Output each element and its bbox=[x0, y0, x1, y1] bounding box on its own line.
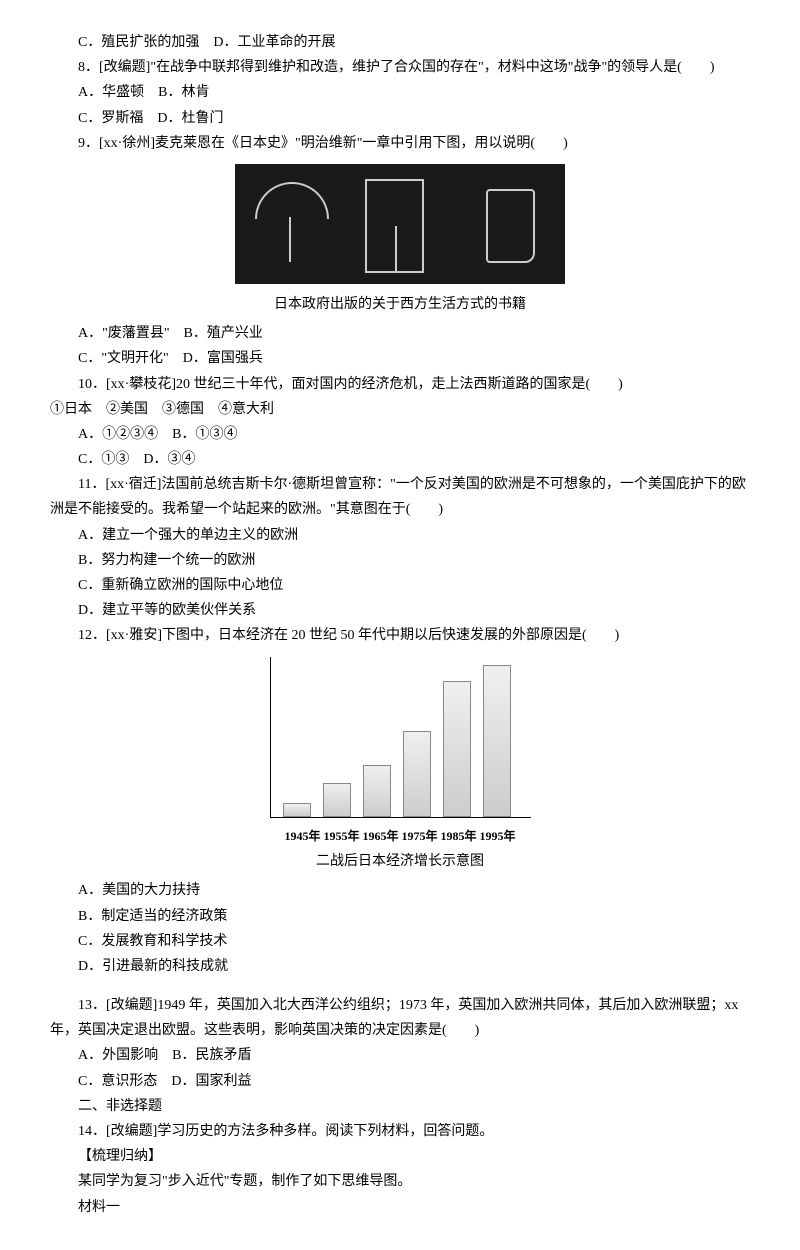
q9-figure bbox=[235, 164, 565, 284]
q11-option-a: A．建立一个强大的单边主义的欧洲 bbox=[50, 523, 750, 548]
q11-stem: 11．[xx·宿迁]法国前总统吉斯卡尔·德斯坦曾宣称："一个反对美国的欧洲是不可… bbox=[50, 472, 750, 522]
umbrella-icon bbox=[255, 182, 325, 262]
q13-option-ab: A．外国影响 B．民族矛盾 bbox=[50, 1043, 750, 1068]
q12-chart bbox=[270, 657, 531, 818]
q8-stem: 8．[改编题]"在战争中联邦得到维护和改造，维护了合众国的存在"，材料中这场"战… bbox=[50, 55, 750, 80]
q13-stem: 13．[改编题]1949 年，英国加入北大西洋公约组织；1973 年，英国加入欧… bbox=[50, 993, 750, 1043]
chart-bar bbox=[283, 803, 311, 816]
q9-option-ab: A．"废藩置县" B．殖产兴业 bbox=[50, 321, 750, 346]
q12-option-d: D．引进最新的科技成就 bbox=[50, 954, 750, 979]
q13-option-cd: C．意识形态 D．国家利益 bbox=[50, 1069, 750, 1094]
q12-xaxis: 1945年 1955年 1965年 1975年 1985年 1995年 bbox=[50, 826, 750, 848]
q7-option-cd: C．殖民扩张的加强 D．工业革命的开展 bbox=[50, 30, 750, 55]
q9-caption: 日本政府出版的关于西方生活方式的书籍 bbox=[50, 292, 750, 317]
q12-stem: 12．[xx·雅安]下图中，日本经济在 20 世纪 50 年代中期以后快速发展的… bbox=[50, 623, 750, 648]
q14-sub3: 材料一 bbox=[50, 1195, 750, 1220]
q12-option-b: B．制定适当的经济政策 bbox=[50, 904, 750, 929]
q8-option-cd: C．罗斯福 D．杜鲁门 bbox=[50, 106, 750, 131]
chart-bar bbox=[403, 731, 431, 816]
q10-stem: 10．[xx·攀枝花]20 世纪三十年代，面对国内的经济危机，走上法西斯道路的国… bbox=[50, 372, 750, 397]
q11-option-d: D．建立平等的欧美伙伴关系 bbox=[50, 598, 750, 623]
q9-option-cd: C．"文明开化" D．富国强兵 bbox=[50, 346, 750, 371]
q10-option-cd: C．①③ D．③④ bbox=[50, 447, 750, 472]
q11-option-c: C．重新确立欧洲的国际中心地位 bbox=[50, 573, 750, 598]
q12-option-a: A．美国的大力扶持 bbox=[50, 878, 750, 903]
boot-icon bbox=[486, 189, 535, 263]
q14-sub1: 【梳理归纳】 bbox=[50, 1144, 750, 1169]
pants-icon bbox=[365, 179, 424, 273]
chart-bar bbox=[483, 665, 511, 817]
q12-option-c: C．发展教育和科学技术 bbox=[50, 929, 750, 954]
chart-bar bbox=[363, 765, 391, 817]
chart-bar bbox=[323, 783, 351, 816]
q10-choices: ①日本 ②美国 ③德国 ④意大利 bbox=[50, 397, 750, 422]
q8-option-ab: A．华盛顿 B．林肯 bbox=[50, 80, 750, 105]
section2-heading: 二、非选择题 bbox=[50, 1094, 750, 1119]
q14-sub2: 某同学为复习"步入近代"专题，制作了如下思维导图。 bbox=[50, 1169, 750, 1194]
q11-option-b: B．努力构建一个统一的欧洲 bbox=[50, 548, 750, 573]
q9-stem: 9．[xx·徐州]麦克莱恩在《日本史》"明治维新"一章中引用下图，用以说明( ) bbox=[50, 131, 750, 156]
q12-caption: 二战后日本经济增长示意图 bbox=[50, 849, 750, 874]
chart-bar bbox=[443, 681, 471, 816]
q10-option-ab: A．①②③④ B．①③④ bbox=[50, 422, 750, 447]
